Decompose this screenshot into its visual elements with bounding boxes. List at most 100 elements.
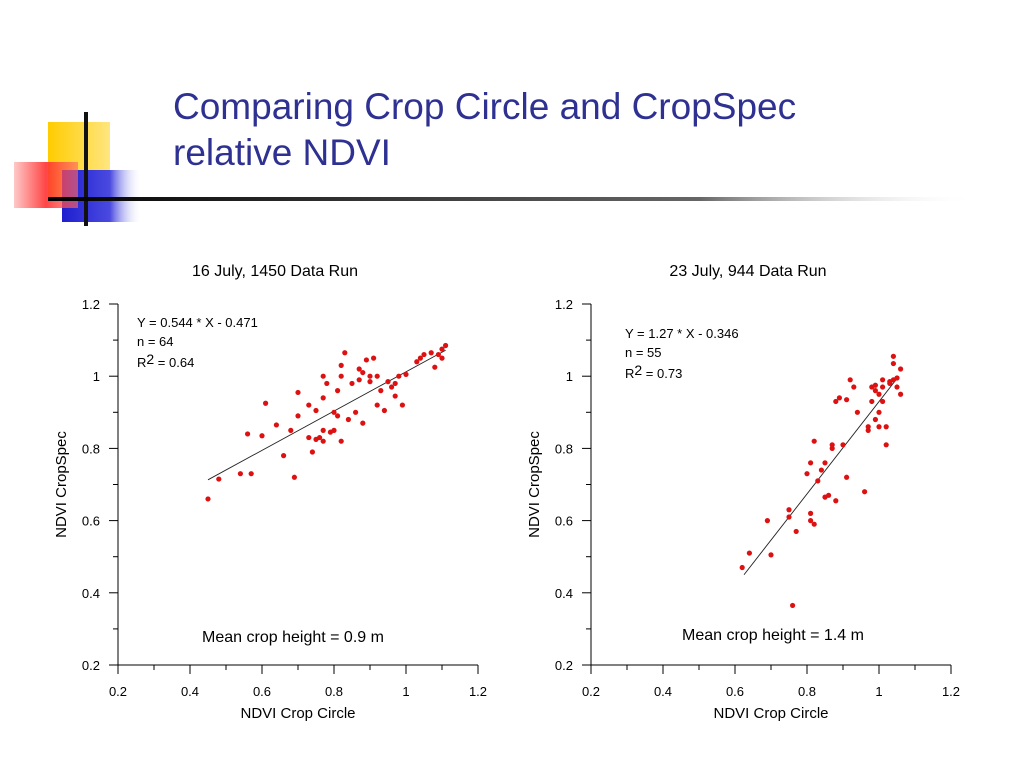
chart2-y-tick-label: 0.6 xyxy=(555,514,573,529)
chart1-data-point xyxy=(360,420,366,426)
chart2-data-point xyxy=(890,360,897,367)
chart1-y-tick-label: 0.6 xyxy=(82,514,100,529)
chart2-y-axis-label: NDVI CropSpec xyxy=(526,431,543,538)
chart1-data-point xyxy=(353,409,359,415)
chart1-data-point xyxy=(392,380,398,387)
chart2-stats-r2: R2 = 0.73 xyxy=(625,362,682,381)
chart1-data-point xyxy=(313,407,319,414)
chart2-stats-r2-superscript: 2 xyxy=(634,362,642,378)
chart1-data-point xyxy=(403,371,409,377)
chart1-x-tick-label: 1 xyxy=(402,684,409,699)
chart2-data-point xyxy=(894,384,900,390)
slide-title-line2: relative NDVI xyxy=(173,132,391,173)
chart1-data-point xyxy=(399,402,405,408)
chart2-data-point xyxy=(808,518,814,524)
chart1-fit-line xyxy=(207,349,446,481)
chart2-data-point xyxy=(808,460,814,466)
chart1-data-point xyxy=(216,476,222,482)
chart1-data-point xyxy=(356,366,362,372)
chart2-data-point xyxy=(833,398,839,405)
chart1-data-point xyxy=(371,355,377,361)
chart1-y-tick-label: 1.2 xyxy=(82,297,100,312)
chart1-data-point xyxy=(331,409,337,415)
chart1-data-point xyxy=(374,402,380,408)
chart2-data-point xyxy=(829,445,835,451)
chart1-data-point xyxy=(414,359,420,365)
chart1-data-point xyxy=(439,355,445,361)
chart1-data-point xyxy=(309,449,315,455)
chart2-y-tick-label: 1 xyxy=(566,369,573,384)
chart2-fit-line xyxy=(743,375,900,576)
chart2-x-tick-label: 1 xyxy=(875,684,882,699)
chart2-x-axis-label: NDVI Crop Circle xyxy=(713,705,828,722)
chart1-data-point xyxy=(374,373,380,379)
chart1-data-point xyxy=(320,427,326,433)
chart2-data-point xyxy=(872,388,879,394)
chart2-data-point xyxy=(876,391,882,397)
chart2-data-point xyxy=(764,518,771,524)
chart1-data-point xyxy=(432,364,438,370)
chart2-data-point xyxy=(869,398,875,405)
chart1-data-point xyxy=(295,413,301,419)
title-rule xyxy=(48,197,978,201)
chart1-data-point xyxy=(356,377,362,383)
chart2-data-point xyxy=(883,442,889,448)
ornament-vertical-bar xyxy=(84,112,88,226)
chart2-data-point xyxy=(890,353,897,359)
chart2-title: 23 July, 944 Data Run xyxy=(669,263,826,280)
chart2-data-point xyxy=(844,474,850,480)
chart1-data-point xyxy=(320,395,326,401)
chart1-data-point xyxy=(360,369,366,376)
chart1-data-point xyxy=(306,402,312,408)
chart1-x-tick-label: 1.2 xyxy=(469,684,487,699)
chart1-data-point xyxy=(342,350,348,356)
chart1-data-point xyxy=(345,416,351,423)
chart1-y-tick-label: 0.4 xyxy=(82,586,100,601)
chart1-data-point xyxy=(320,438,326,444)
chart1-x-tick-label: 0.2 xyxy=(109,684,127,699)
chart2-data-point xyxy=(746,550,753,556)
chart2-data-point xyxy=(768,552,774,558)
chart1-y-tick-label: 0.2 xyxy=(82,658,100,673)
chart2-data-point xyxy=(739,564,745,571)
chart1-y-tick-label: 0.8 xyxy=(82,441,100,456)
chart1-data-point xyxy=(392,393,398,399)
chart2-data-point xyxy=(880,377,886,383)
chart2-data-point xyxy=(865,427,871,433)
chart1-data-point xyxy=(378,388,384,394)
chart2-x-tick-label: 0.6 xyxy=(726,684,744,699)
chart1-y-axis-label: NDVI CropSpec xyxy=(53,431,70,538)
chart1-data-point xyxy=(288,427,294,433)
chart1-data-point xyxy=(245,431,251,437)
chart1-stats-n: n = 64 xyxy=(137,334,174,349)
chart1-y-tick-label: 1 xyxy=(93,369,100,384)
chart1-stats-r2-value: = 0.64 xyxy=(154,355,194,370)
chart1-data-point xyxy=(317,434,323,441)
chart1-stats-r2-superscript: 2 xyxy=(146,351,154,367)
chart2-data-point xyxy=(872,382,879,388)
chart2-y-tick-label: 0.8 xyxy=(555,441,573,456)
chart2-data-point xyxy=(840,442,846,448)
chart2-data-point xyxy=(818,467,825,473)
chart2-data-point xyxy=(851,384,857,390)
chart1-stats-equation: Y = 0.544 * X - 0.471 xyxy=(137,315,258,330)
slide-title: Comparing Crop Circle and CropSpec relat… xyxy=(173,84,973,176)
chart2-data-point xyxy=(876,409,882,415)
chart1-data-point xyxy=(363,357,369,363)
chart1-x-tick-label: 0.6 xyxy=(253,684,271,699)
chart2-data-point xyxy=(836,395,843,401)
chart1-data-point xyxy=(389,384,395,390)
chart1-data-point xyxy=(335,388,341,394)
chart2-y-tick-label: 0.2 xyxy=(555,658,573,673)
chart2-x-tick-label: 0.2 xyxy=(582,684,600,699)
chart2-data-point xyxy=(865,424,871,430)
slide-title-line1: Comparing Crop Circle and CropSpec xyxy=(173,86,797,127)
chart1-x-tick-label: 0.4 xyxy=(181,684,199,699)
chart1-data-point xyxy=(338,362,344,368)
chart2-x-tick-label: 0.4 xyxy=(654,684,672,699)
chart1-data-point xyxy=(281,453,287,459)
chart1-data-point xyxy=(324,380,330,387)
chart1-data-point xyxy=(439,346,445,352)
chart1-data-point xyxy=(367,373,373,379)
chart1-data-point xyxy=(349,380,355,387)
